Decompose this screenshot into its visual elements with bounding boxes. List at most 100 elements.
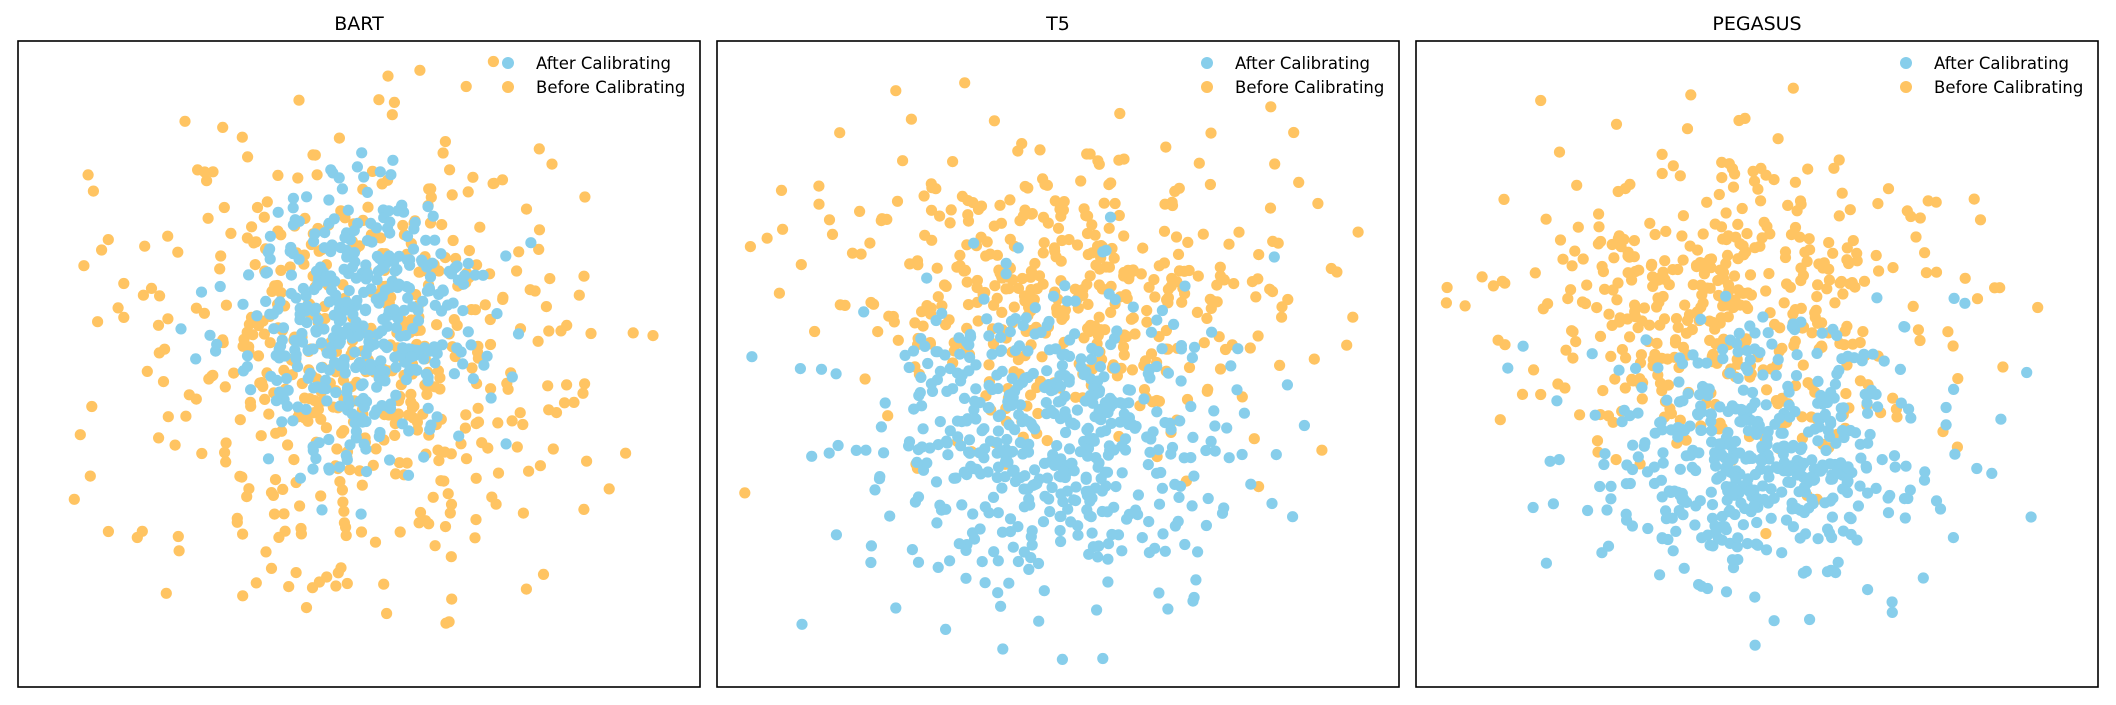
- scatter-point-pegasus-after: [1830, 437, 1842, 449]
- scatter-point-pegasus-before: [1823, 263, 1835, 275]
- scatter-point-bart-before: [298, 412, 310, 424]
- scatter-point-t5-after: [850, 444, 862, 456]
- scatter-point-bart-before: [533, 243, 545, 255]
- scatter-point-t5-after: [830, 368, 842, 380]
- plot-frame-pegasus: [1415, 40, 2099, 688]
- scatter-point-bart-after: [241, 350, 254, 362]
- scatter-point-bart-before: [277, 483, 289, 495]
- scatter-point-t5-before: [855, 248, 867, 260]
- scatter-point-pegasus-after: [1750, 538, 1762, 550]
- scatter-point-bart-before: [234, 414, 246, 426]
- scatter-point-t5-before: [1170, 231, 1183, 243]
- scatter-point-pegasus-after: [1787, 521, 1799, 533]
- scatter-point-t5-before: [1204, 178, 1216, 191]
- legend-bart: After Calibrating Before Calibrating: [502, 54, 685, 97]
- scatter-point-pegasus-before: [1562, 293, 1574, 305]
- scatter-point-bart-before: [485, 383, 497, 395]
- scatter-point-pegasus-before: [1787, 308, 1799, 320]
- scatter-point-pegasus-before: [1795, 262, 1807, 274]
- scatter-point-bart-before: [460, 80, 472, 93]
- scatter-point-pegasus-after: [1540, 557, 1552, 569]
- scatter-point-bart-before: [276, 425, 288, 437]
- scatter-point-bart-before: [245, 400, 257, 412]
- scatter-point-pegasus-before: [1658, 313, 1671, 325]
- scatter-point-t5-before: [1042, 217, 1054, 229]
- scatter-point-pegasus-before: [1806, 327, 1818, 339]
- scatter-point-t5-after: [1186, 352, 1198, 364]
- scatter-point-bart-after: [350, 425, 362, 438]
- scatter-point-pegasus-after: [1715, 448, 1728, 460]
- scatter-point-pegasus-before: [1727, 181, 1740, 193]
- scatter-point-bart-after: [285, 241, 297, 254]
- scatter-point-bart-before: [309, 395, 321, 407]
- scatter-point-pegasus-after: [1819, 408, 1831, 420]
- scatter-point-t5-after: [1055, 535, 1067, 548]
- scatter-point-bart-after: [376, 400, 388, 412]
- scatter-point-t5-before: [1265, 101, 1277, 113]
- scatter-point-t5-after: [931, 517, 943, 529]
- scatter-point-pegasus-after: [1551, 395, 1563, 407]
- scatter-point-t5-before: [1105, 177, 1117, 189]
- scatter-point-bart-after: [325, 246, 337, 258]
- scatter-point-pegasus-before: [1624, 178, 1636, 190]
- scatter-point-pegasus-after: [1762, 327, 1774, 339]
- scatter-point-pegasus-before: [1603, 308, 1615, 320]
- scatter-point-pegasus-after: [1765, 512, 1777, 524]
- scatter-point-bart-before: [470, 514, 482, 526]
- scatter-point-bart-before: [237, 340, 249, 352]
- scatter-point-bart-after: [190, 353, 202, 365]
- legend-marker-after: [502, 57, 514, 69]
- scatter-point-bart-before: [510, 265, 523, 277]
- scatter-point-pegasus-before: [1680, 434, 1692, 446]
- scatter-point-t5-after: [1245, 478, 1257, 490]
- scatter-point-pegasus-after: [1739, 414, 1751, 426]
- scatter-point-t5-after: [1047, 290, 1060, 302]
- scatter-point-pegasus-after: [1882, 507, 1895, 519]
- scatter-point-bart-after: [360, 443, 372, 455]
- scatter-point-pegasus-before: [1833, 154, 1845, 166]
- scatter-point-pegasus-after: [1682, 388, 1694, 400]
- scatter-point-t5-before: [1049, 195, 1061, 207]
- scatter-point-pegasus-before: [1560, 344, 1572, 356]
- scatter-point-pegasus-after: [1589, 409, 1601, 421]
- scatter-point-bart-before: [520, 583, 533, 595]
- scatter-point-t5-after: [1027, 367, 1039, 380]
- scatter-point-pegasus-before: [1529, 267, 1541, 279]
- scatter-point-bart-after: [287, 192, 299, 204]
- scatter-point-bart-after: [491, 308, 503, 320]
- scatter-point-bart-after: [412, 304, 424, 316]
- scatter-point-bart-before: [236, 131, 248, 143]
- scatter-point-bart-after: [362, 268, 374, 280]
- scatter-point-pegasus-after: [1827, 323, 1839, 335]
- scatter-point-t5-after: [1138, 393, 1150, 405]
- legend-marker-after: [1201, 57, 1213, 69]
- scatter-point-bart-before: [496, 174, 509, 186]
- scatter-point-t5-before: [1218, 274, 1230, 286]
- scatter-point-bart-before: [338, 505, 350, 517]
- scatter-point-pegasus-before: [1677, 210, 1689, 222]
- scatter-point-t5-after: [1000, 257, 1012, 269]
- scatter-point-bart-before: [290, 567, 302, 579]
- scatter-point-bart-after: [389, 265, 401, 277]
- scatter-point-pegasus-after: [1724, 367, 1736, 379]
- scatter-point-t5-after: [1056, 653, 1068, 666]
- scatter-point-t5-after: [1086, 342, 1098, 355]
- scatter-point-pegasus-after: [1776, 547, 1788, 559]
- scatter-point-pegasus-after: [1864, 428, 1876, 441]
- scatter-point-bart-after: [429, 357, 441, 369]
- scatter-point-t5-before: [795, 259, 807, 271]
- scatter-point-bart-after: [396, 418, 408, 430]
- scatter-point-pegasus-after: [1760, 399, 1772, 411]
- scatter-point-bart-before: [282, 439, 294, 451]
- scatter-point-t5-after: [890, 602, 902, 614]
- scatter-point-pegasus-before: [1847, 338, 1859, 350]
- scatter-point-bart-before: [243, 483, 255, 495]
- scatter-point-t5-before: [1084, 319, 1096, 331]
- scatter-point-bart-before: [137, 289, 149, 301]
- scatter-point-pegasus-after: [1630, 362, 1642, 374]
- scatter-point-pegasus-before: [1701, 282, 1713, 294]
- scatter-point-pegasus-before: [1620, 352, 1632, 364]
- scatter-point-bart-after: [387, 154, 399, 166]
- scatter-point-bart-after: [315, 362, 328, 374]
- scatter-point-t5-after: [983, 379, 995, 392]
